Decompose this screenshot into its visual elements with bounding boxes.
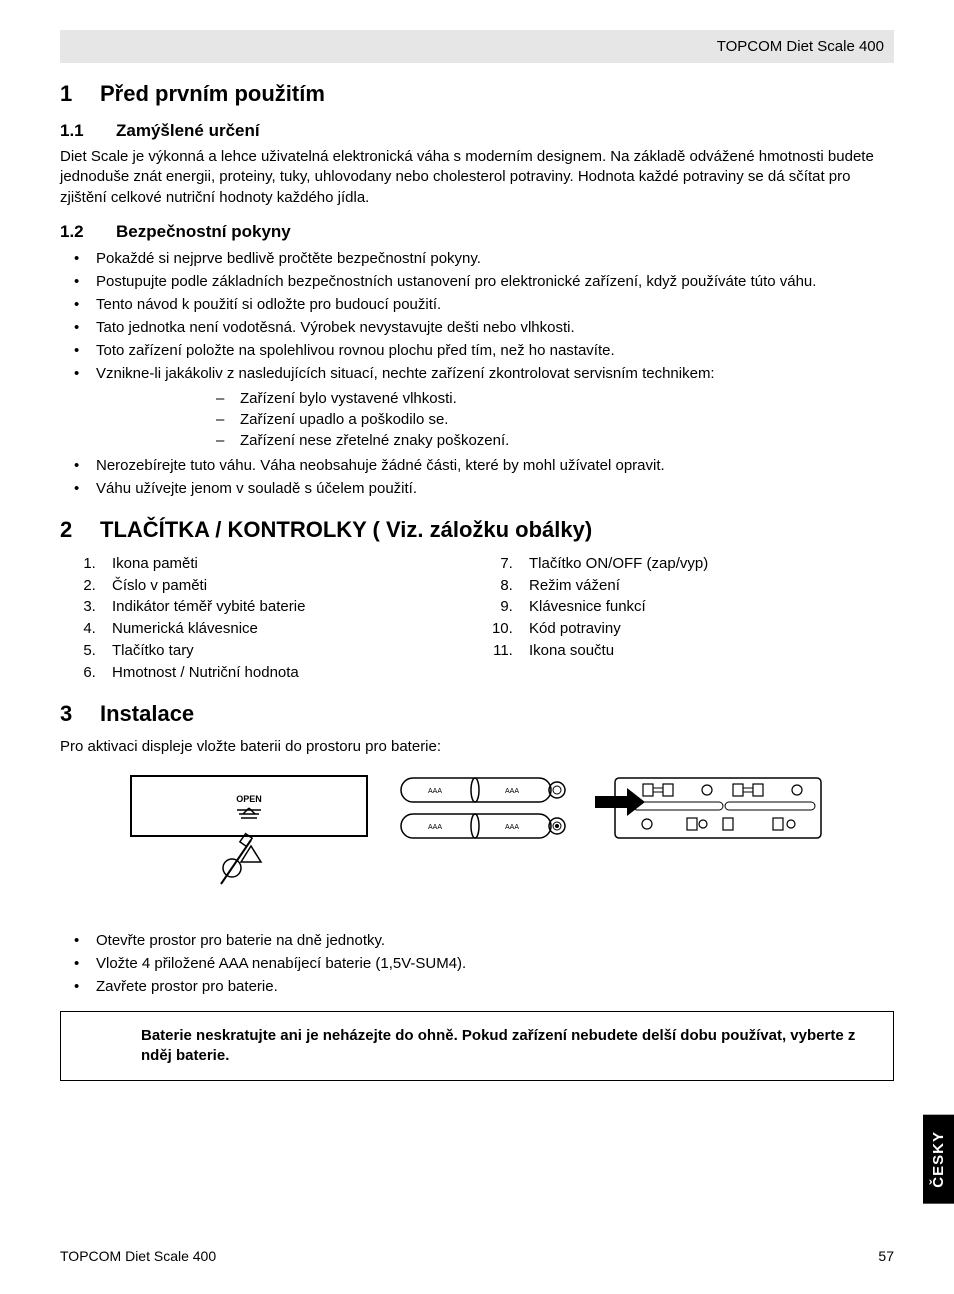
- list-item: Tato jednotka není vodotěsná. Výrobek ne…: [60, 317, 894, 338]
- list-item: Tlačítko tary: [100, 640, 477, 662]
- section-1-1-heading: 1.1Zamýšlené určení: [60, 121, 894, 141]
- page-footer: TOPCOM Diet Scale 400 57: [60, 1248, 894, 1264]
- section-1-1-num: 1.1: [60, 121, 116, 141]
- list-item: Ikona součtu: [517, 640, 894, 662]
- safety-list: Pokaždé si nejprve bedlivě pročtěte bezp…: [60, 248, 894, 384]
- header-bar: TOPCOM Diet Scale 400: [60, 30, 894, 63]
- svg-text:AAA: AAA: [428, 788, 442, 795]
- svg-text:AAA: AAA: [505, 824, 519, 831]
- list-item: Postupujte podle základních bezpečnostní…: [60, 271, 894, 292]
- battery-insert-icon: AAA AAA AAA AAA: [397, 774, 567, 844]
- section-1-1-title: Zamýšlené určení: [116, 121, 260, 140]
- controls-columns: Ikona paměti Číslo v paměti Indikátor té…: [60, 553, 894, 684]
- list-item: Otevřte prostor pro baterie na dně jedno…: [60, 930, 894, 951]
- list-item: Váhu užívejte jenom v souladě s účelem p…: [60, 478, 894, 499]
- svg-text:AAA: AAA: [505, 788, 519, 795]
- section-3-heading: 3Instalace: [60, 701, 894, 727]
- list-item: Toto zařízení položte na spolehlivou rov…: [60, 340, 894, 361]
- svg-text:AAA: AAA: [428, 824, 442, 831]
- section-2-num: 2: [60, 517, 100, 543]
- list-item: Zavřete prostor pro baterie.: [60, 976, 894, 997]
- list-item: Vložte 4 přiložené AAA nenabíjecí bateri…: [60, 953, 894, 974]
- battery-cover-icon: OPEN: [129, 774, 369, 894]
- list-item: Nerozebírejte tuto váhu. Váha neobsahuje…: [60, 455, 894, 476]
- list-item: Numerická klávesnice: [100, 618, 477, 640]
- list-item: Režim vážení: [517, 575, 894, 597]
- section-1-2-heading: 1.2Bezpečnostní pokyny: [60, 222, 894, 242]
- controls-right: Tlačítko ON/OFF (zap/vyp) Režim vážení K…: [477, 553, 894, 684]
- footer-page: 57: [878, 1248, 894, 1264]
- list-item: Ikona paměti: [100, 553, 477, 575]
- list-item: Tlačítko ON/OFF (zap/vyp): [517, 553, 894, 575]
- install-steps: Otevřte prostor pro baterie na dně jedno…: [60, 930, 894, 997]
- section-1-1-para: Diet Scale je výkonná a lehce uživatelná…: [60, 147, 894, 208]
- section-1-2-num: 1.2: [60, 222, 116, 242]
- list-item: Indikátor téměř vybité baterie: [100, 596, 477, 618]
- open-label: OPEN: [236, 794, 262, 804]
- list-item: Zařízení nese zřetelné znaky poškození.: [60, 430, 894, 451]
- section-3-title: Instalace: [100, 701, 194, 726]
- safety-sublist: Zařízení bylo vystavené vlhkosti. Zaříze…: [60, 388, 894, 451]
- section-2-title: TLAČÍTKA / KONTROLKY ( Viz. záložku obál…: [100, 517, 592, 542]
- battery-diagrams: OPEN AAA AAA AAA AAA: [60, 774, 894, 894]
- section-1-num: 1: [60, 81, 100, 107]
- section-3-intro: Pro aktivaci displeje vložte baterii do …: [60, 737, 894, 757]
- list-item: Kód potraviny: [517, 618, 894, 640]
- list-item: Zařízení upadlo a poškodilo se.: [60, 409, 894, 430]
- section-1-2-title: Bezpečnostní pokyny: [116, 222, 291, 241]
- list-item: Tento návod k použití si odložte pro bud…: [60, 294, 894, 315]
- list-item: Pokaždé si nejprve bedlivě pročtěte bezp…: [60, 248, 894, 269]
- section-2-heading: 2TLAČÍTKA / KONTROLKY ( Viz. záložku obá…: [60, 517, 894, 543]
- list-item: Číslo v paměti: [100, 575, 477, 597]
- warning-note: Baterie neskratujte ani je neházejte do …: [60, 1011, 894, 1082]
- section-1-heading: 1Před prvním použitím: [60, 81, 894, 107]
- list-item: Klávesnice funkcí: [517, 596, 894, 618]
- language-tab: ČESKY: [923, 1115, 954, 1204]
- footer-product: TOPCOM Diet Scale 400: [60, 1248, 216, 1264]
- safety-list-2: Nerozebírejte tuto váhu. Váha neobsahuje…: [60, 455, 894, 499]
- list-item: Zařízení bylo vystavené vlhkosti.: [60, 388, 894, 409]
- section-1-title: Před prvním použitím: [100, 81, 325, 106]
- warning-text: Baterie neskratujte ani je neházejte do …: [141, 1027, 855, 1064]
- section-3-num: 3: [60, 701, 100, 727]
- list-item: Vznikne-li jakákoliv z nasledujících sit…: [60, 363, 894, 384]
- battery-compartment-icon: [595, 774, 825, 844]
- controls-left: Ikona paměti Číslo v paměti Indikátor té…: [60, 553, 477, 684]
- header-product: TOPCOM Diet Scale 400: [717, 38, 884, 55]
- list-item: Hmotnost / Nutriční hodnota: [100, 662, 477, 684]
